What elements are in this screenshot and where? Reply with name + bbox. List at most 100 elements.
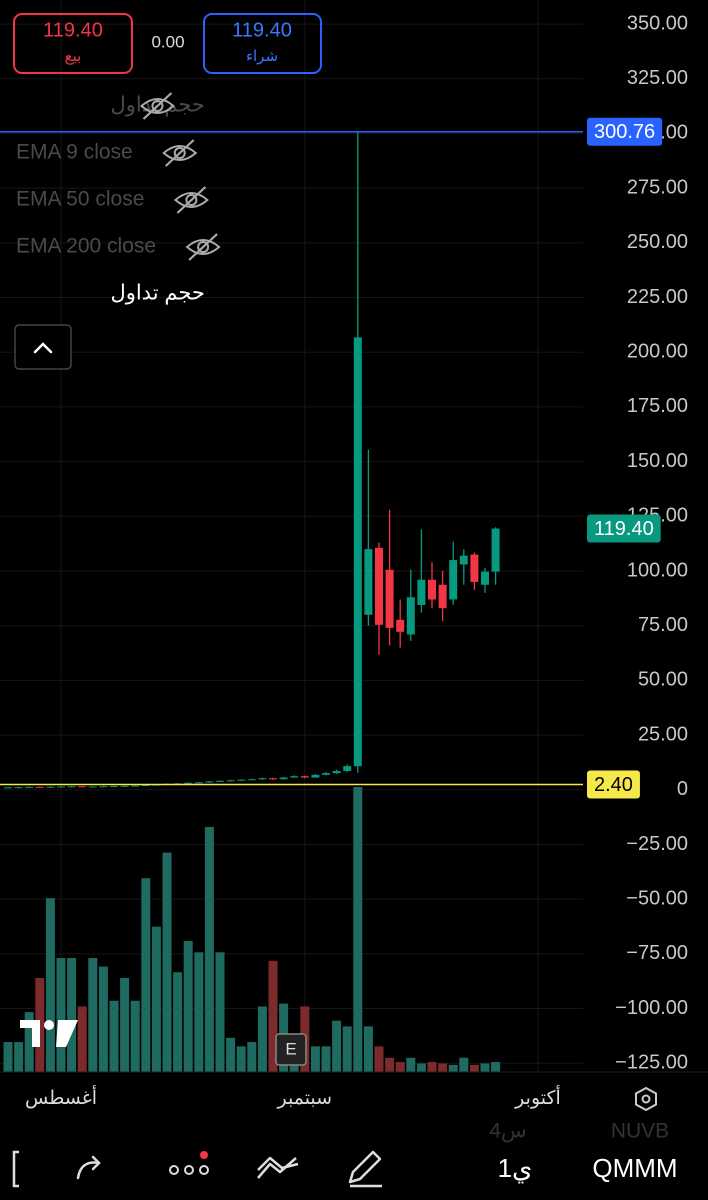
legend-item[interactable]: EMA 200 close xyxy=(16,235,156,258)
volume-bar xyxy=(183,940,193,1072)
candle-body xyxy=(322,773,330,775)
price-labels: 300.76 119.40 2.40 xyxy=(587,117,663,799)
candle-body xyxy=(258,778,267,780)
candle-body xyxy=(110,786,118,788)
volume-bar xyxy=(215,952,225,1072)
volume-bar xyxy=(459,1057,469,1072)
candle-body xyxy=(46,786,55,788)
volume-bar xyxy=(448,1064,458,1072)
price-label-box xyxy=(587,117,663,146)
volume-bar xyxy=(480,1063,490,1072)
volume-bar xyxy=(151,926,161,1072)
legend-item[interactable]: EMA 50 close xyxy=(16,188,144,211)
symbol[interactable]: QMMM xyxy=(592,1153,677,1183)
volume-bar xyxy=(363,1026,373,1072)
volume-bar xyxy=(406,1057,416,1072)
volume-bar xyxy=(321,1046,331,1072)
volume-bar xyxy=(395,1062,405,1072)
buy-label: شراء xyxy=(246,48,278,65)
eye-slash xyxy=(164,139,195,167)
more-icon[interactable] xyxy=(169,1151,209,1175)
y-tick-label: 325.00 xyxy=(627,67,688,89)
volume-bar xyxy=(173,972,183,1072)
candle-body xyxy=(120,785,129,787)
y-tick-label: 275.00 xyxy=(627,176,688,198)
volume-bar xyxy=(236,1046,246,1072)
candle-body xyxy=(396,619,405,632)
y-tick-label: 100.00 xyxy=(627,559,688,581)
legend-item[interactable]: EMA 9 close xyxy=(16,141,133,164)
eye-pupil xyxy=(185,194,198,206)
sell-button[interactable] xyxy=(13,13,133,74)
volume-bar xyxy=(109,1000,119,1072)
volume-bar xyxy=(194,952,204,1072)
candle-body xyxy=(311,774,320,778)
volume-bar xyxy=(98,966,108,1072)
settings-icon[interactable] xyxy=(635,1086,657,1112)
candle-body xyxy=(14,787,23,789)
hidden-eye-icon[interactable] xyxy=(185,233,221,261)
volume-bar xyxy=(130,1000,140,1072)
candle-body xyxy=(406,597,415,635)
volume-bar xyxy=(56,958,66,1072)
legend: حجم تداول EMA 9 close EMA 50 close EMA 200 … xyxy=(16,92,221,306)
event-marker[interactable] xyxy=(275,1033,307,1066)
volume-bar xyxy=(353,787,363,1072)
spread: 0.00 xyxy=(151,32,184,51)
eye-pupil xyxy=(173,147,186,159)
eye-pupil xyxy=(151,100,164,112)
candle-body xyxy=(364,549,373,615)
interval[interactable]: 1ي xyxy=(498,1153,533,1183)
hidden-eye-icon[interactable] xyxy=(162,139,198,167)
candle-body xyxy=(269,778,277,780)
volume-bar xyxy=(310,1046,320,1072)
event-marker-label: E xyxy=(285,1039,296,1058)
candle-body xyxy=(131,785,140,787)
eye-slash xyxy=(142,92,173,120)
x-tick-label: سبتمبر xyxy=(277,1088,333,1109)
y-tick-label: 250.00 xyxy=(627,231,688,253)
grid-layer: 350.00325.00300.00275.00250.00225.00200.… xyxy=(0,0,688,1109)
candle-body xyxy=(481,571,489,585)
candle-body xyxy=(35,786,44,788)
candle-body xyxy=(99,786,108,788)
volume-bar xyxy=(141,878,151,1072)
candle-body xyxy=(88,786,97,788)
y-tick-label: 350.00 xyxy=(627,12,688,34)
candle-body xyxy=(375,547,383,625)
candle-body xyxy=(205,781,214,783)
y-tick-label: −25.00 xyxy=(626,833,688,855)
candle-body xyxy=(78,786,87,788)
price-label: 300.76 xyxy=(594,121,655,143)
volume-bar xyxy=(332,1020,342,1072)
candle-body xyxy=(290,776,299,778)
candle-body xyxy=(279,777,288,780)
y-tick-label: 225.00 xyxy=(627,286,688,308)
volume-bar xyxy=(14,1042,24,1072)
tv-logo xyxy=(20,1020,78,1047)
redo-icon[interactable] xyxy=(76,1155,101,1180)
candle-body xyxy=(247,779,256,781)
indicators-icon[interactable] xyxy=(257,1156,299,1179)
volume-bar xyxy=(491,1062,501,1072)
y-tick-label: 175.00 xyxy=(627,395,688,417)
candle-body xyxy=(184,782,193,784)
legend-item[interactable]: حجم تداول xyxy=(110,282,204,306)
collapse-button[interactable] xyxy=(14,324,72,370)
y-tick-label: 200.00 xyxy=(627,341,688,363)
fullscreen-icon[interactable] xyxy=(12,1150,19,1188)
candle-body xyxy=(4,787,12,789)
volume-bar xyxy=(3,1042,13,1072)
candle-body xyxy=(237,779,246,781)
eye-pupil xyxy=(197,241,210,253)
y-tick-label: 50.00 xyxy=(638,669,688,691)
settings-icon-center xyxy=(641,1094,651,1104)
hidden-eye-icon[interactable] xyxy=(173,186,209,214)
drawing-icon[interactable] xyxy=(348,1150,382,1188)
candle-body xyxy=(332,770,341,774)
volume-bar xyxy=(88,958,98,1072)
hidden-eye-icon[interactable] xyxy=(139,92,175,120)
volume-bar xyxy=(257,1006,267,1072)
volume-bar xyxy=(120,977,130,1072)
buy-button[interactable] xyxy=(203,13,322,74)
